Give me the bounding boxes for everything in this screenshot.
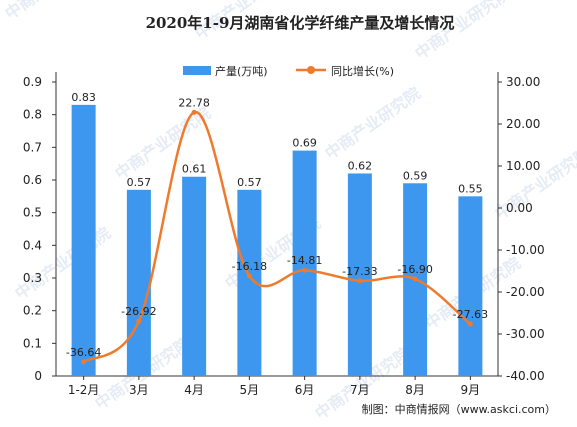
line-point	[191, 109, 197, 115]
x-axis-tick-label: 1-2月	[68, 383, 100, 397]
legend: 产量(万吨) 同比增长(%)	[183, 64, 394, 78]
legend-bar-swatch	[183, 66, 211, 75]
bar	[126, 189, 151, 376]
bar	[71, 104, 96, 376]
line-value-label: -14.81	[287, 254, 322, 267]
bar-value-label: 0.62	[348, 159, 373, 172]
line-point	[246, 273, 252, 279]
line-point	[302, 267, 308, 273]
watermark-text: 中商产业研究院	[491, 143, 577, 223]
left-axis-tick-label: 0.9	[23, 75, 42, 89]
line-point	[467, 321, 473, 327]
line-point	[136, 318, 142, 324]
left-y-axis: 0 0.1 0.2 0.3 0.4 0.5 0.6 0.7 0.8 0.9	[23, 72, 57, 383]
left-axis-tick-label: 0.2	[23, 304, 42, 318]
line-value-label: -16.90	[397, 263, 432, 276]
x-axis-tick-label: 5月	[240, 383, 260, 397]
left-axis-tick-label: 0.5	[23, 206, 42, 220]
bar-series	[71, 104, 483, 376]
right-axis-tick-label: 0.00	[506, 201, 533, 215]
right-axis-tick-label: -30.00	[506, 327, 545, 341]
watermark-text: 中商产业研究院	[1, 0, 104, 23]
line-point	[81, 359, 87, 365]
x-axis-tick-label: 7月	[350, 383, 370, 397]
bar	[347, 173, 372, 376]
left-axis-tick-label: 0	[34, 369, 42, 383]
bar-value-label: 0.55	[458, 182, 483, 195]
left-axis-tick-label: 0.7	[23, 140, 42, 154]
watermark-text: 中商产业研究院	[321, 83, 424, 163]
line-point	[357, 278, 363, 284]
right-axis-tick-label: 10.00	[506, 159, 540, 173]
left-axis-tick-label: 0.4	[23, 238, 42, 252]
bar-value-label: 0.57	[127, 176, 152, 189]
left-axis-tick-label: 0.8	[23, 108, 42, 122]
legend-bar-label: 产量(万吨)	[215, 64, 268, 78]
right-axis-tick-label: 30.00	[506, 75, 540, 89]
bar	[292, 150, 317, 376]
line-value-label: -16.18	[232, 260, 267, 273]
legend-line-marker	[307, 66, 315, 74]
bar-value-label: 0.61	[182, 163, 207, 176]
x-axis-tick-label: 9月	[461, 383, 481, 397]
left-axis-tick-label: 0.3	[23, 271, 42, 285]
x-axis-tick-label: 6月	[295, 383, 315, 397]
right-axis-tick-label: -40.00	[506, 369, 545, 383]
legend-line-label: 同比增长(%)	[331, 64, 394, 78]
x-axis-tick-label: 8月	[405, 383, 425, 397]
line-value-label: -36.64	[66, 346, 101, 359]
bar-value-label: 0.59	[403, 169, 428, 182]
watermark-text: 中商产业研究院	[11, 223, 114, 303]
right-axis-tick-label: 20.00	[506, 117, 540, 131]
right-y-axis: -40.00 -30.00 -20.00 -10.00 0.00 10.00 20.00 30…	[497, 72, 545, 383]
line-point	[412, 276, 418, 282]
line-value-label: -26.92	[121, 305, 156, 318]
bar	[182, 176, 207, 376]
growth-line	[82, 111, 472, 363]
left-axis-tick-label: 0.6	[23, 173, 42, 187]
source-note: 制图：中商情报网（www.askci.com）	[362, 402, 556, 416]
bar-value-labels: 0.83 0.57 0.61 0.57 0.69 0.62 0.59 0.55	[71, 91, 482, 195]
line-value-label: 22.78	[178, 96, 210, 109]
x-axis-tick-label: 3月	[129, 383, 149, 397]
line-value-label: -27.63	[453, 308, 488, 321]
bar	[458, 196, 483, 376]
right-axis-tick-label: -20.00	[506, 285, 545, 299]
x-axis-tick-label: 4月	[184, 383, 204, 397]
chart-title: 2020年1-9月湖南省化学纤维产量及增长情况	[146, 14, 455, 32]
bar-value-label: 0.57	[237, 176, 262, 189]
line-value-label: -17.33	[342, 265, 377, 278]
line-value-labels: -36.64 -26.92 22.78 -16.18 -14.81 -17.33 -16.9…	[66, 96, 488, 365]
x-axis-labels: 1-2月 3月 4月 5月 6月 7月 8月 9月	[68, 376, 480, 397]
right-axis-tick-label: -10.00	[506, 243, 545, 257]
left-axis-tick-label: 0.1	[23, 336, 42, 350]
bar-value-label: 0.69	[292, 137, 317, 150]
bar-value-label: 0.83	[71, 91, 96, 104]
